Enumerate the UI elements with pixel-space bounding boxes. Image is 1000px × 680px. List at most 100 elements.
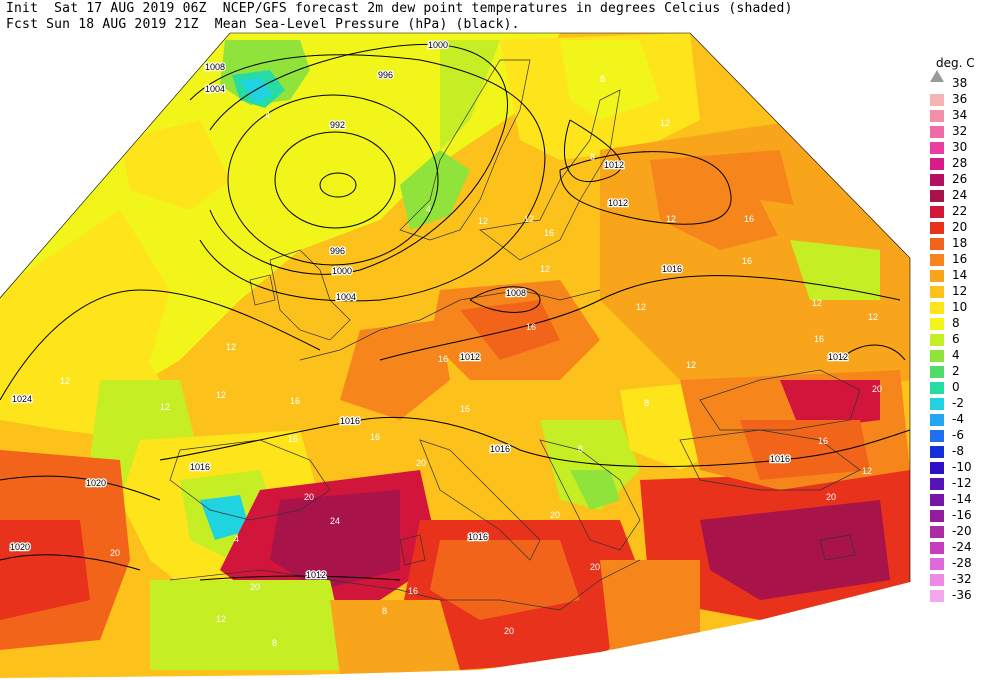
legend-label: -4 [952,412,964,426]
dewpoint-label: 16 [408,586,418,596]
isobar-label: 1012 [828,352,848,362]
isobar-label: 1004 [205,84,225,94]
isobar-label: 1012 [306,570,326,580]
legend-label: 18 [952,236,968,250]
forecast-init-line: Init Sat 17 AUG 2019 06Z NCEP/GFS foreca… [6,1,793,16]
legend-label: 24 [952,188,968,202]
legend-entry: 12 [926,284,996,300]
legend-swatch [930,270,944,282]
dewpoint-label: 20 [550,510,560,520]
dewpoint-label: 16 [460,404,470,414]
legend-swatch [930,110,944,122]
legend-swatch [930,238,944,250]
legend-label: 2 [952,364,960,378]
dewpoint-label: 20 [416,458,426,468]
dewpoint-shading [0,33,910,678]
map-border [0,32,911,582]
dewpoint-label: 16 [544,228,554,238]
legend-label: -32 [952,572,972,586]
legend-entry: -12 [926,476,996,492]
legend-label: 14 [952,268,968,282]
dewpoint-label: 8 [382,606,387,616]
dewpoint-label: 4 [234,534,239,544]
isobar-label: 996 [378,70,393,80]
dewpoint-label: 20 [590,562,600,572]
legend-label: 26 [952,172,968,186]
isobar-label: 1012 [604,160,624,170]
isobars [0,43,911,581]
legend-swatch [930,334,944,346]
legend-swatch [930,158,944,170]
legend-label: -8 [952,444,964,458]
dewpoint-label: 12 [226,342,236,352]
dewpoint-label: 16 [744,214,754,224]
legend-swatch [930,462,944,474]
legend-label: -14 [952,492,972,506]
legend-label: 30 [952,140,968,154]
legend-entry: -16 [926,508,996,524]
legend-label: 16 [952,252,968,266]
legend-label: -2 [952,396,964,410]
legend-entry: -10 [926,460,996,476]
legend-label: 28 [952,156,968,170]
legend-label: -24 [952,540,972,554]
dewpoint-label: 12 [216,614,226,624]
legend-entry: 30 [926,140,996,156]
legend-entry: -6 [926,428,996,444]
legend-entry: 22 [926,204,996,220]
legend-swatch [930,142,944,154]
legend-entry: 24 [926,188,996,204]
legend-swatch [930,190,944,202]
legend-swatch [930,222,944,234]
legend-label: 10 [952,300,968,314]
dewpoint-label: 12 [216,390,226,400]
isobar-label: 1016 [770,454,790,464]
legend-entry: 10 [926,300,996,316]
legend-label: 34 [952,108,968,122]
isobar-label: 1012 [460,352,480,362]
isobar-label: 996 [330,246,345,256]
legend-title: deg. C [936,56,975,70]
dewpoint-map: 1000 996 992 1008 1004 996 1000 1004 101… [0,32,911,678]
legend-swatch [930,574,944,586]
legend-label: -20 [952,524,972,538]
dewpoint-label: 12 [636,302,646,312]
dewpoint-label: 24 [330,516,340,526]
legend-label: 0 [952,380,960,394]
legend-label: -16 [952,508,972,522]
legend-entry: -20 [926,524,996,540]
legend-label: 6 [952,332,960,346]
isobar-label: 1008 [506,288,526,298]
legend-entry: -32 [926,572,996,588]
dewpoint-label: 16 [742,256,752,266]
legend-swatch [930,510,944,522]
dewpoint-label: 4 [426,204,431,214]
legend-label: 20 [952,220,968,234]
dewpoint-label: 16 [814,334,824,344]
legend-swatch [930,494,944,506]
isobar-label: 1008 [205,62,225,72]
dewpoint-label: 4 [265,110,270,120]
dewpoint-label: 8 [578,444,583,454]
legend-entry: 26 [926,172,996,188]
legend-swatch [930,94,944,106]
legend-swatch [930,366,944,378]
legend-entry: -36 [926,588,996,604]
dewpoint-label: 12 [524,214,534,224]
legend-entry: -8 [926,444,996,460]
legend-entry: 38 [926,76,996,92]
dewpoint-label: 12 [666,214,676,224]
isobar-label: 1024 [12,394,32,404]
legend-entry: 18 [926,236,996,252]
dewpoint-label: 16 [290,396,300,406]
legend-entry: 2 [926,364,996,380]
legend-entry: 16 [926,252,996,268]
legend-label: 8 [952,316,960,330]
legend-swatch [930,302,944,314]
dewpoint-label: 8 [590,152,595,162]
dewpoint-label: 20 [826,492,836,502]
isobar-labels: 1000 996 992 1008 1004 996 1000 1004 101… [9,39,850,582]
legend-label: 12 [952,284,968,298]
dewpoint-label: 8 [600,74,605,84]
isobar-label: 992 [330,120,345,130]
